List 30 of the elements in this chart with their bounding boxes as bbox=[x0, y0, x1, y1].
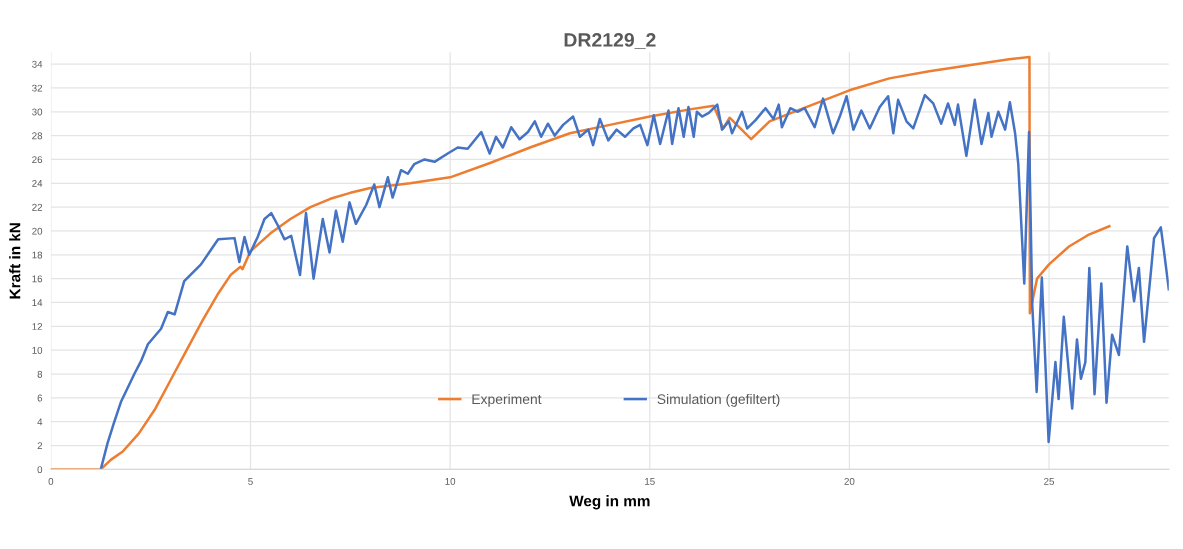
line-series bbox=[99, 93, 1169, 470]
y-tick-label: 8 bbox=[37, 370, 43, 378]
x-tick-label: 0 bbox=[48, 477, 54, 485]
y-tick-label: 10 bbox=[32, 346, 43, 354]
legend-label: Experiment bbox=[472, 393, 542, 407]
x-tick-label: 5 bbox=[248, 478, 253, 485]
x-tick-label: 20 bbox=[844, 477, 855, 485]
y-tick-label: 26 bbox=[32, 156, 43, 164]
legend-label: Simulation (gefiltert) bbox=[657, 393, 780, 407]
x-axis-title: Weg in mm bbox=[569, 495, 650, 510]
y-tick-label: 28 bbox=[32, 132, 43, 140]
y-tick-label: 2 bbox=[37, 442, 43, 450]
y-tick-label: 34 bbox=[32, 60, 43, 68]
y-tick-label: 32 bbox=[32, 84, 43, 92]
x-tick-label: 10 bbox=[445, 477, 456, 485]
y-tick-label: 20 bbox=[32, 227, 43, 235]
y-tick-label: 18 bbox=[32, 251, 43, 259]
y-tick-label: 24 bbox=[32, 180, 43, 187]
y-tick-label: 30 bbox=[32, 108, 43, 116]
y-tick-label: 16 bbox=[32, 275, 43, 283]
y-tick-label: 6 bbox=[37, 394, 43, 402]
x-tick-label: 15 bbox=[645, 478, 655, 485]
y-tick-label: 12 bbox=[32, 323, 43, 330]
chart-title: DR2129_2 bbox=[564, 33, 656, 49]
y-tick-label: 14 bbox=[32, 299, 43, 307]
y-tick-label: 22 bbox=[32, 203, 43, 211]
y-tick-label: 4 bbox=[37, 418, 43, 426]
y-tick-label: 0 bbox=[37, 466, 43, 474]
y-axis-title: Kraft in kN bbox=[9, 223, 21, 299]
x-tick-label: 25 bbox=[1044, 477, 1055, 485]
